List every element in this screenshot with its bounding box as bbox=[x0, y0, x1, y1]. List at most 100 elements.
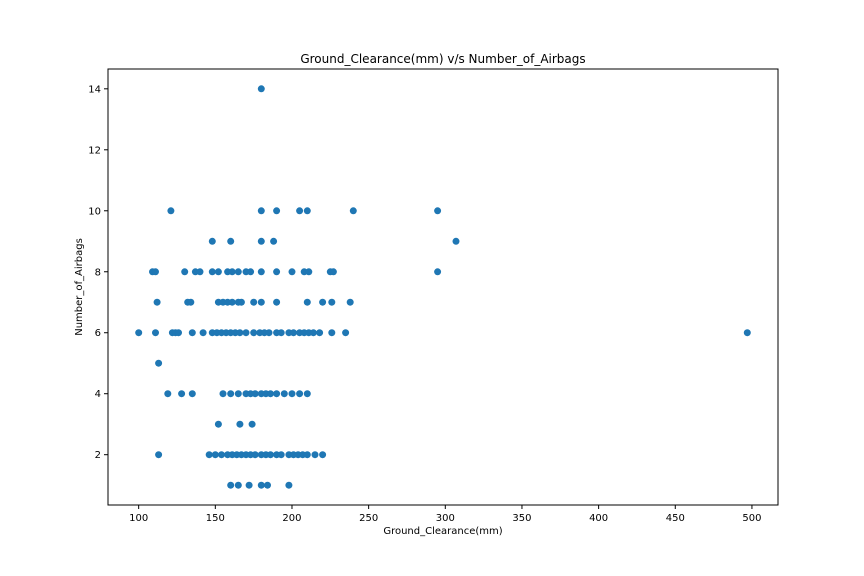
data-point-45 bbox=[303, 298, 311, 306]
data-point-86 bbox=[234, 390, 242, 398]
data-point-19 bbox=[214, 268, 222, 276]
data-point-48 bbox=[346, 298, 354, 306]
data-point-39 bbox=[228, 298, 236, 306]
data-point-69 bbox=[277, 329, 285, 337]
data-point-11 bbox=[270, 237, 278, 245]
data-point-126 bbox=[245, 481, 253, 489]
data-point-3 bbox=[273, 207, 281, 215]
data-point-122 bbox=[311, 451, 319, 459]
data-point-29 bbox=[305, 268, 313, 276]
x-tick-label-400: 400 bbox=[589, 513, 608, 524]
x-tick-label-100: 100 bbox=[129, 513, 148, 524]
data-point-99 bbox=[236, 420, 244, 428]
y-tick-label-2: 2 bbox=[95, 450, 101, 461]
axes-frame bbox=[107, 68, 779, 506]
x-tick-label-200: 200 bbox=[282, 513, 301, 524]
data-point-14 bbox=[152, 268, 159, 276]
data-point-50 bbox=[152, 329, 159, 337]
data-point-7 bbox=[434, 207, 442, 215]
y-tick-label-10: 10 bbox=[88, 206, 101, 217]
data-point-1 bbox=[167, 207, 175, 215]
data-point-15 bbox=[181, 268, 189, 276]
data-point-32 bbox=[434, 268, 442, 276]
y-tick-label-12: 12 bbox=[88, 145, 101, 156]
data-point-127 bbox=[257, 481, 265, 489]
x-axis-label: Ground_Clearance(mm) bbox=[383, 526, 502, 537]
y-tick-label-8: 8 bbox=[95, 267, 101, 278]
data-point-97 bbox=[303, 390, 311, 398]
data-point-63 bbox=[242, 329, 250, 337]
data-point-4 bbox=[296, 207, 304, 215]
data-point-81 bbox=[164, 390, 172, 398]
data-point-79 bbox=[743, 329, 751, 337]
x-tick-label-450: 450 bbox=[666, 513, 685, 524]
data-point-44 bbox=[273, 298, 281, 306]
data-point-114 bbox=[267, 451, 274, 459]
x-axis-ticks: 100 150 200 250 300 350 400 450 500 bbox=[129, 505, 761, 524]
data-point-35 bbox=[187, 298, 195, 306]
data-point-54 bbox=[188, 329, 196, 337]
data-point-21 bbox=[228, 268, 236, 276]
y-axis-ticks: 2 4 6 8 10 12 14 bbox=[88, 84, 108, 461]
data-point-42 bbox=[250, 298, 258, 306]
data-point-94 bbox=[280, 390, 288, 398]
data-point-82 bbox=[178, 390, 186, 398]
data-point-2 bbox=[257, 207, 265, 215]
data-point-25 bbox=[257, 268, 265, 276]
data-point-102 bbox=[205, 451, 213, 459]
data-point-26 bbox=[273, 268, 281, 276]
data-point-67 bbox=[265, 329, 273, 337]
y-tick-label-6: 6 bbox=[95, 328, 101, 339]
data-point-89 bbox=[251, 390, 259, 398]
chart-title: Ground_Clearance(mm) v/s Number_of_Airba… bbox=[300, 52, 585, 66]
data-point-98 bbox=[214, 420, 222, 428]
data-point-6 bbox=[349, 207, 357, 215]
data-point-17 bbox=[196, 268, 204, 276]
data-point-103 bbox=[211, 451, 219, 459]
data-point-62 bbox=[236, 329, 244, 337]
data-point-8 bbox=[208, 237, 216, 245]
data-point-128 bbox=[264, 481, 271, 489]
data-point-24 bbox=[247, 268, 255, 276]
data-point-5 bbox=[303, 207, 311, 215]
data-point-0 bbox=[257, 85, 265, 93]
data-point-125 bbox=[234, 481, 242, 489]
x-tick-label-500: 500 bbox=[742, 513, 761, 524]
data-point-129 bbox=[285, 481, 293, 489]
data-point-96 bbox=[296, 390, 304, 398]
data-point-18 bbox=[208, 268, 216, 276]
data-point-41 bbox=[237, 298, 245, 306]
data-point-83 bbox=[188, 390, 196, 398]
data-point-43 bbox=[257, 298, 265, 306]
data-point-75 bbox=[309, 329, 317, 337]
data-point-33 bbox=[153, 298, 161, 306]
points-layer bbox=[135, 85, 751, 489]
data-point-116 bbox=[277, 451, 285, 459]
data-point-93 bbox=[273, 390, 281, 398]
y-tick-label-14: 14 bbox=[88, 84, 101, 95]
data-point-85 bbox=[227, 390, 235, 398]
data-point-121 bbox=[303, 451, 311, 459]
y-tick-label-4: 4 bbox=[95, 389, 101, 400]
data-point-78 bbox=[342, 329, 350, 337]
data-point-71 bbox=[290, 329, 297, 337]
data-point-124 bbox=[227, 481, 235, 489]
data-point-76 bbox=[316, 329, 324, 337]
data-point-100 bbox=[248, 420, 256, 428]
data-point-31 bbox=[329, 268, 337, 276]
x-tick-label-350: 350 bbox=[512, 513, 531, 524]
data-point-111 bbox=[251, 451, 259, 459]
data-point-46 bbox=[319, 298, 327, 306]
x-tick-label-150: 150 bbox=[206, 513, 225, 524]
data-point-101 bbox=[155, 451, 163, 459]
data-point-10 bbox=[257, 237, 265, 245]
data-point-92 bbox=[267, 390, 274, 398]
data-point-9 bbox=[227, 237, 235, 245]
data-point-47 bbox=[328, 298, 336, 306]
data-point-22 bbox=[234, 268, 242, 276]
data-point-53 bbox=[175, 329, 182, 337]
data-point-64 bbox=[250, 329, 258, 337]
data-point-55 bbox=[199, 329, 207, 337]
